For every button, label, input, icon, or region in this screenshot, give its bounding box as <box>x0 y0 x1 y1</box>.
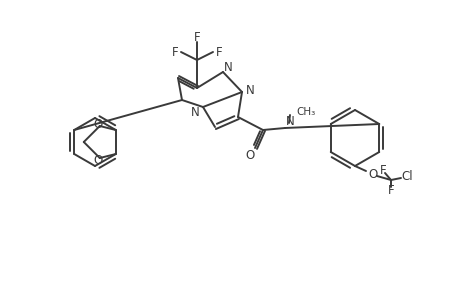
Text: N: N <box>285 115 294 128</box>
Text: N: N <box>245 83 254 97</box>
Text: N: N <box>223 61 232 74</box>
Text: O: O <box>368 167 377 181</box>
Text: F: F <box>379 164 386 176</box>
Text: O: O <box>93 154 102 166</box>
Text: F: F <box>387 184 393 197</box>
Text: CH₃: CH₃ <box>295 107 314 117</box>
Text: F: F <box>193 31 200 44</box>
Text: O: O <box>93 118 102 130</box>
Text: F: F <box>215 46 222 59</box>
Text: N: N <box>190 106 199 118</box>
Text: F: F <box>171 46 178 59</box>
Text: Cl: Cl <box>400 170 412 184</box>
Text: O: O <box>245 148 254 161</box>
